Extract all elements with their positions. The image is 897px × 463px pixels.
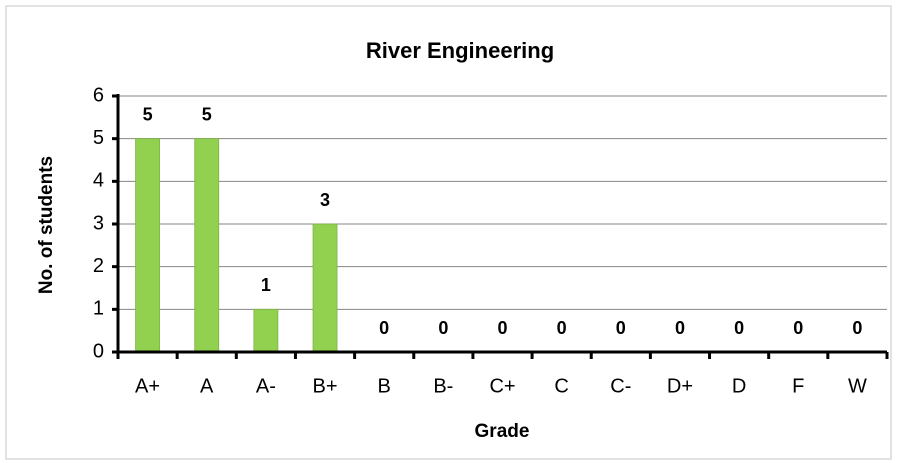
x-tick-label: D+	[667, 375, 693, 397]
bar	[253, 308, 279, 353]
y-axis-label: No. of students	[36, 156, 57, 294]
data-label: 0	[438, 318, 448, 338]
data-label: 0	[793, 318, 803, 338]
y-tick-label: 1	[93, 298, 104, 320]
x-axis-label: Grade	[475, 421, 530, 442]
x-tick-label: A	[200, 375, 214, 397]
x-tick-label: C+	[489, 375, 515, 397]
y-tick-label: 6	[93, 84, 104, 106]
data-label: 5	[143, 104, 153, 124]
data-label: 0	[734, 318, 744, 338]
data-label: 0	[852, 318, 862, 338]
x-tick-label: C	[554, 375, 568, 397]
x-tick-label: C-	[610, 375, 631, 397]
data-label: 0	[379, 318, 389, 338]
data-label: 1	[261, 275, 271, 295]
x-tick-label: B	[378, 375, 391, 397]
data-label: 0	[675, 318, 685, 338]
data-label: 0	[557, 318, 567, 338]
x-tick-label: B+	[313, 375, 338, 397]
data-label: 0	[616, 318, 626, 338]
x-tick-label: A+	[135, 375, 160, 397]
y-tick-label: 3	[93, 212, 104, 234]
data-label: 5	[202, 104, 212, 124]
y-tick-label: 2	[93, 255, 104, 277]
x-tick-label: W	[848, 375, 867, 397]
bar	[194, 138, 220, 353]
x-tick-label: D	[732, 375, 746, 397]
y-tick-label: 4	[93, 170, 104, 192]
bar	[135, 138, 160, 353]
x-tick-label: A-	[256, 375, 276, 397]
bar	[312, 223, 338, 353]
x-tick-label: F	[792, 375, 804, 397]
y-tick-label: 0	[93, 340, 104, 362]
data-label: 3	[320, 190, 330, 210]
x-tick-label: B-	[433, 375, 453, 397]
chart-title: River Engineering	[366, 38, 554, 63]
y-tick-label: 5	[93, 127, 104, 149]
data-label: 0	[497, 318, 507, 338]
